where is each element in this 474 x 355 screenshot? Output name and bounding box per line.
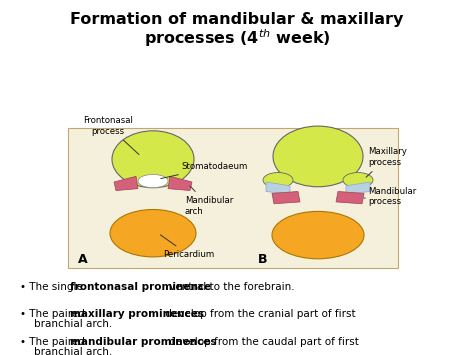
Ellipse shape: [112, 131, 194, 188]
Text: Formation of mandibular & maxillary: Formation of mandibular & maxillary: [70, 12, 404, 27]
Text: develop from the caudal part of first: develop from the caudal part of first: [166, 337, 359, 346]
Text: B: B: [258, 253, 267, 266]
Ellipse shape: [273, 126, 363, 187]
Ellipse shape: [343, 173, 373, 188]
Text: branchial arch.: branchial arch.: [34, 320, 112, 329]
Ellipse shape: [110, 209, 196, 257]
Text: Stomatodaeum: Stomatodaeum: [161, 162, 247, 179]
Text: • The paired: • The paired: [20, 309, 88, 319]
Ellipse shape: [272, 211, 364, 259]
Text: maxillary prominences: maxillary prominences: [70, 309, 204, 319]
Text: • The single: • The single: [20, 282, 86, 291]
Text: branchial arch.: branchial arch.: [34, 347, 112, 355]
FancyBboxPatch shape: [68, 128, 398, 268]
Polygon shape: [346, 182, 370, 194]
Ellipse shape: [138, 174, 168, 188]
Polygon shape: [336, 191, 364, 204]
Text: • The paired: • The paired: [20, 337, 88, 346]
Ellipse shape: [263, 173, 293, 188]
Polygon shape: [168, 176, 192, 191]
Text: develop from the cranial part of first: develop from the cranial part of first: [162, 309, 356, 319]
Text: Mandibular
process: Mandibular process: [364, 186, 416, 206]
Text: Frontonasal
process: Frontonasal process: [83, 116, 139, 154]
Text: processes (4$^{th}$ week): processes (4$^{th}$ week): [144, 27, 330, 49]
Text: Mandibular
arch: Mandibular arch: [185, 186, 233, 215]
Text: ventral to the forebrain.: ventral to the forebrain.: [166, 282, 295, 291]
Polygon shape: [114, 176, 138, 191]
Text: frontonasal prominence: frontonasal prominence: [70, 282, 211, 291]
Text: A: A: [78, 253, 88, 266]
Polygon shape: [266, 182, 290, 194]
Polygon shape: [272, 191, 300, 204]
Text: Pericardium: Pericardium: [160, 235, 214, 259]
Text: Maxillary
process: Maxillary process: [366, 147, 407, 177]
Text: mandibular prominences: mandibular prominences: [70, 337, 216, 346]
